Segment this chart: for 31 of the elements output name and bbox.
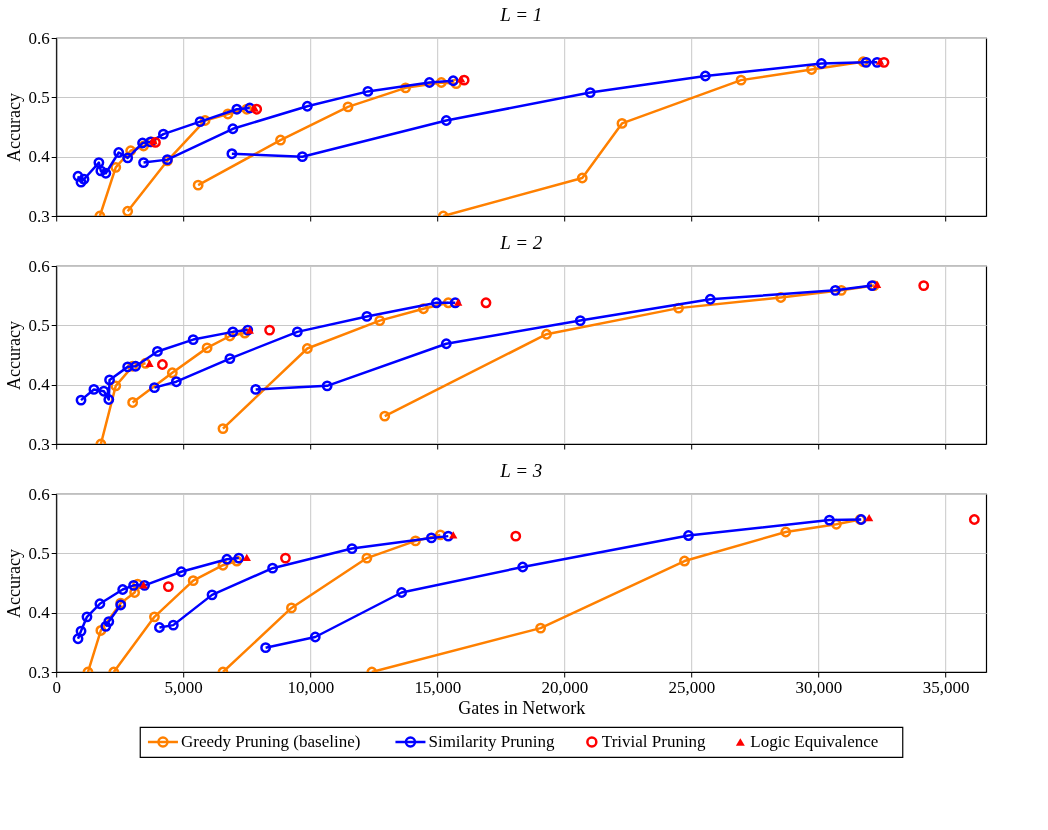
- y-tick-label: 0.4: [28, 375, 51, 395]
- x-axis-title: Gates in Network: [458, 697, 586, 718]
- x-tick-label: 0: [52, 677, 61, 697]
- y-tick-label: 0.5: [28, 315, 50, 335]
- legend-label: Similarity Pruning: [428, 732, 556, 751]
- chart-title: L = 3: [499, 460, 543, 481]
- legend-label: Trivial Pruning: [601, 732, 707, 751]
- legend-label: Greedy Pruning (baseline): [180, 732, 361, 751]
- y-tick-label: 0.4: [28, 603, 51, 623]
- y-tick-label: 0.6: [28, 484, 50, 504]
- y-tick-label: 0.4: [28, 147, 51, 167]
- x-tick-label: 25,000: [668, 677, 716, 697]
- y-tick-label: 0.6: [28, 28, 50, 48]
- legend-label: Logic Equivalence: [750, 732, 879, 751]
- x-tick-label: 35,000: [922, 677, 970, 697]
- y-tick-label: 0.6: [28, 256, 50, 276]
- y-tick-label: 0.3: [28, 206, 50, 226]
- x-tick-label: 15,000: [414, 677, 462, 697]
- chart-title: L = 1: [499, 4, 543, 25]
- y-axis-title: Accuracy: [4, 549, 25, 618]
- x-tick-label: 20,000: [541, 677, 589, 697]
- y-axis-title: Accuracy: [4, 321, 25, 390]
- y-tick-label: 0.3: [28, 662, 50, 682]
- y-tick-label: 0.5: [28, 87, 50, 107]
- x-tick-label: 5,000: [164, 677, 203, 697]
- y-tick-label: 0.5: [28, 543, 50, 563]
- x-tick-label: 30,000: [795, 677, 843, 697]
- y-tick-label: 0.3: [28, 434, 50, 454]
- y-axis-title: Accuracy: [4, 93, 25, 162]
- x-tick-label: 10,000: [287, 677, 335, 697]
- chart-title: L = 2: [499, 232, 543, 253]
